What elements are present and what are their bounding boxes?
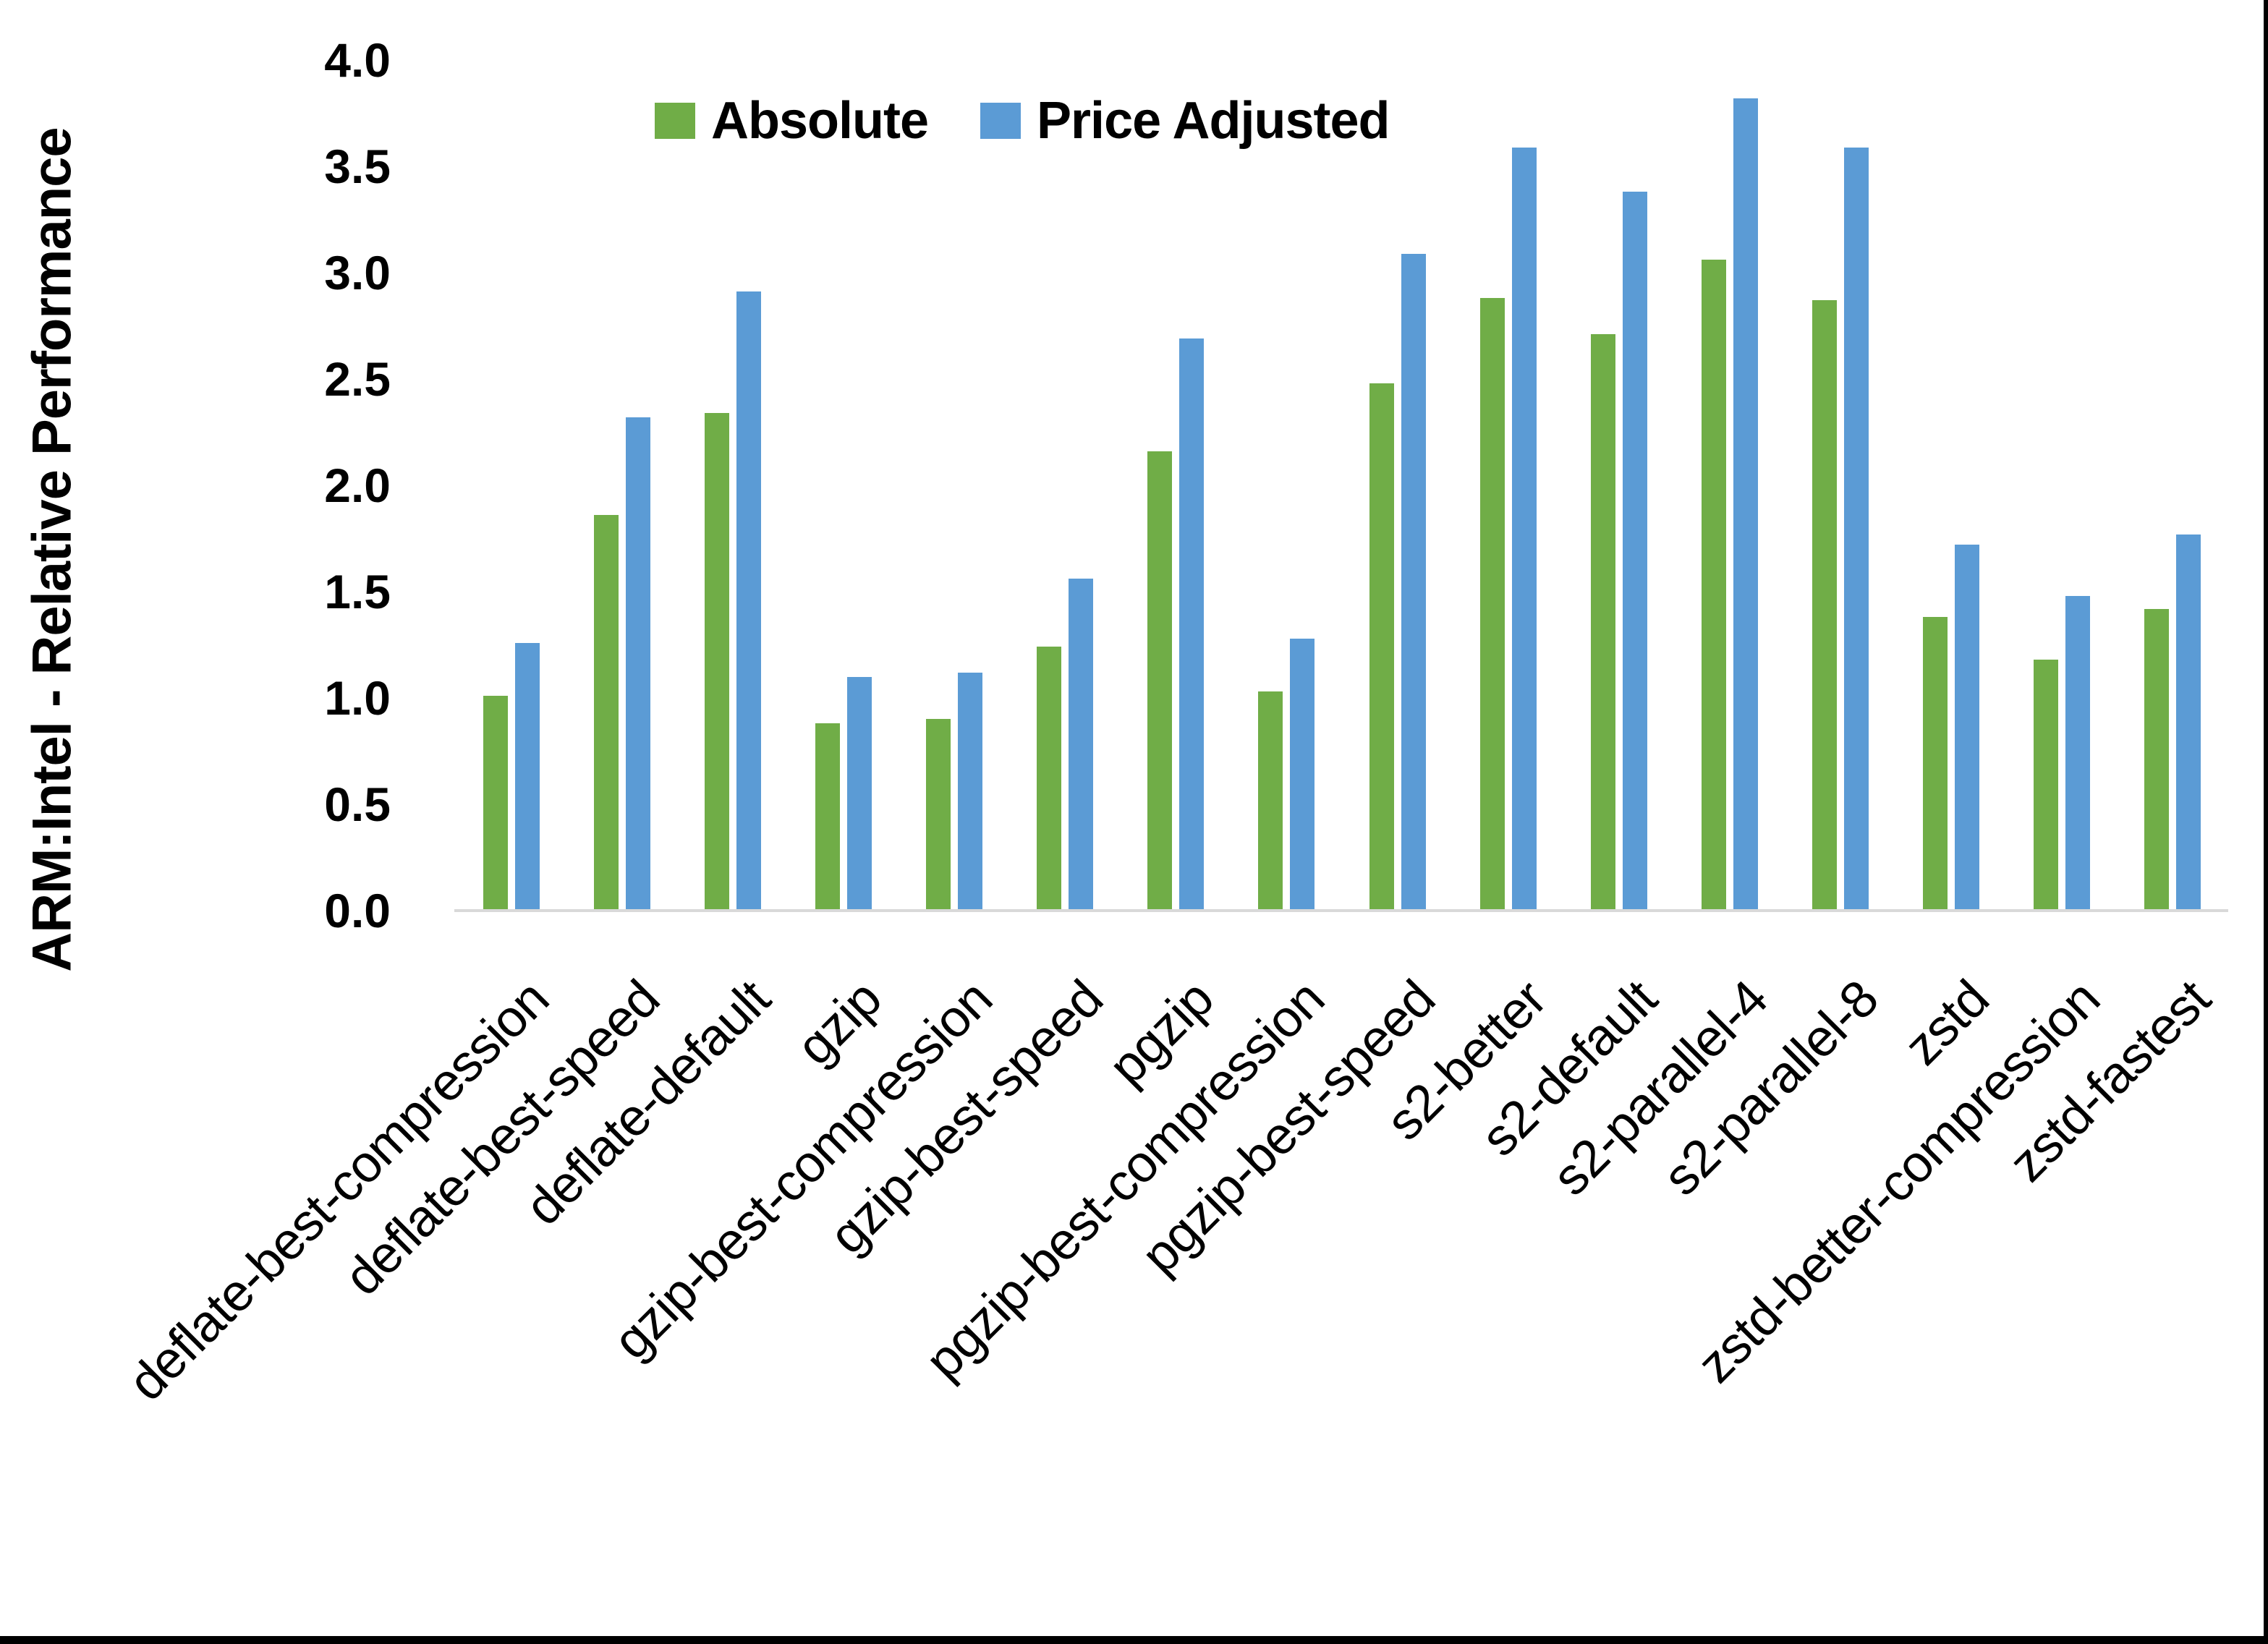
bar-price-adjusted-gzip bbox=[846, 676, 872, 911]
y-tick-label: 1.5 bbox=[324, 565, 391, 618]
bar-absolute-deflate-best-speed bbox=[593, 515, 619, 911]
x-axis-label-deflate-best-compression: deflate-best-compression bbox=[117, 969, 560, 1412]
bar-absolute-gzip-best-speed bbox=[1037, 647, 1062, 911]
legend-label-absolute: Absolute bbox=[711, 92, 929, 150]
x-axis-line bbox=[454, 909, 2228, 912]
bar-price-adjusted-pgzip bbox=[1179, 338, 1205, 911]
bar-absolute-pgzip-best-compression bbox=[1258, 691, 1283, 911]
bar-group-pgzip-best-compression bbox=[1231, 60, 1342, 911]
plot-area bbox=[456, 60, 2228, 911]
y-axis-title: ARM:Intel - Relative Performance bbox=[21, 127, 83, 972]
legend: Absolute Price Adjusted bbox=[655, 91, 1390, 150]
y-tick-label: 3.0 bbox=[324, 246, 391, 299]
bar-absolute-s2-better bbox=[1479, 298, 1505, 911]
y-tick-label: 3.5 bbox=[324, 140, 391, 193]
bar-price-adjusted-s2-default bbox=[1622, 192, 1647, 911]
bar-group-deflate-default bbox=[677, 60, 788, 911]
bar-group-zstd-better-compression bbox=[2007, 60, 2118, 911]
legend-swatch-absolute-icon bbox=[655, 103, 695, 139]
bar-price-adjusted-s2-parallel-8 bbox=[1844, 147, 1869, 911]
bar-group-zstd-fastest bbox=[2118, 60, 2228, 911]
y-tick-label: 2.5 bbox=[324, 352, 391, 406]
bar-price-adjusted-gzip-best-speed bbox=[1069, 579, 1094, 911]
legend-item-price-adjusted: Price Adjusted bbox=[980, 91, 1390, 150]
bar-group-deflate-best-speed bbox=[566, 60, 677, 911]
bar-absolute-s2-default bbox=[1590, 334, 1615, 911]
bar-group-gzip bbox=[788, 60, 899, 911]
legend-item-absolute: Absolute bbox=[655, 91, 929, 150]
bar-group-gzip-best-speed bbox=[1010, 60, 1121, 911]
bar-absolute-s2-parallel-4 bbox=[1701, 260, 1726, 911]
bar-group-s2-parallel-4 bbox=[1674, 60, 1785, 911]
legend-label-price-adjusted: Price Adjusted bbox=[1037, 92, 1390, 150]
bar-absolute-s2-parallel-8 bbox=[1812, 300, 1838, 911]
bar-price-adjusted-deflate-best-speed bbox=[625, 417, 650, 911]
y-tick-label: 4.0 bbox=[324, 33, 391, 87]
bar-group-deflate-best-compression bbox=[456, 60, 566, 911]
bar-absolute-pgzip-best-speed bbox=[1369, 383, 1394, 911]
bar-group-pgzip bbox=[1121, 60, 1231, 911]
bar-price-adjusted-gzip-best-compression bbox=[958, 672, 983, 911]
bar-price-adjusted-zstd bbox=[1955, 545, 1980, 911]
bar-group-s2-default bbox=[1563, 60, 1674, 911]
bar-group-zstd bbox=[1896, 60, 2007, 911]
bar-price-adjusted-deflate-default bbox=[736, 291, 761, 911]
bar-group-pgzip-best-speed bbox=[1342, 60, 1453, 911]
bar-price-adjusted-s2-better bbox=[1511, 147, 1537, 911]
bar-price-adjusted-deflate-best-compression bbox=[514, 642, 540, 911]
bar-absolute-pgzip bbox=[1147, 451, 1173, 911]
bar-price-adjusted-zstd-fastest bbox=[2176, 534, 2201, 911]
bar-absolute-zstd-better-compression bbox=[2034, 660, 2059, 911]
bar-price-adjusted-s2-parallel-4 bbox=[1733, 98, 1758, 911]
y-tick-label: 0.0 bbox=[324, 884, 391, 937]
bar-absolute-gzip-best-compression bbox=[926, 719, 951, 911]
legend-swatch-price-adjusted-icon bbox=[980, 103, 1022, 139]
bar-absolute-zstd-fastest bbox=[2144, 608, 2170, 911]
bar-price-adjusted-pgzip-best-compression bbox=[1290, 638, 1315, 911]
bar-absolute-zstd bbox=[1923, 617, 1948, 911]
bar-group-s2-better bbox=[1453, 60, 1563, 911]
y-tick-label: 2.0 bbox=[324, 459, 391, 512]
bar-price-adjusted-zstd-better-compression bbox=[2065, 595, 2091, 911]
bar-group-gzip-best-compression bbox=[899, 60, 1010, 911]
y-tick-label: 1.0 bbox=[324, 671, 391, 725]
bar-price-adjusted-pgzip-best-speed bbox=[1401, 253, 1426, 911]
y-tick-label: 0.5 bbox=[324, 778, 391, 831]
bar-absolute-gzip bbox=[815, 723, 840, 911]
bar-group-s2-parallel-8 bbox=[1785, 60, 1896, 911]
bar-absolute-deflate-best-compression bbox=[483, 696, 508, 911]
bar-absolute-deflate-default bbox=[704, 413, 729, 911]
